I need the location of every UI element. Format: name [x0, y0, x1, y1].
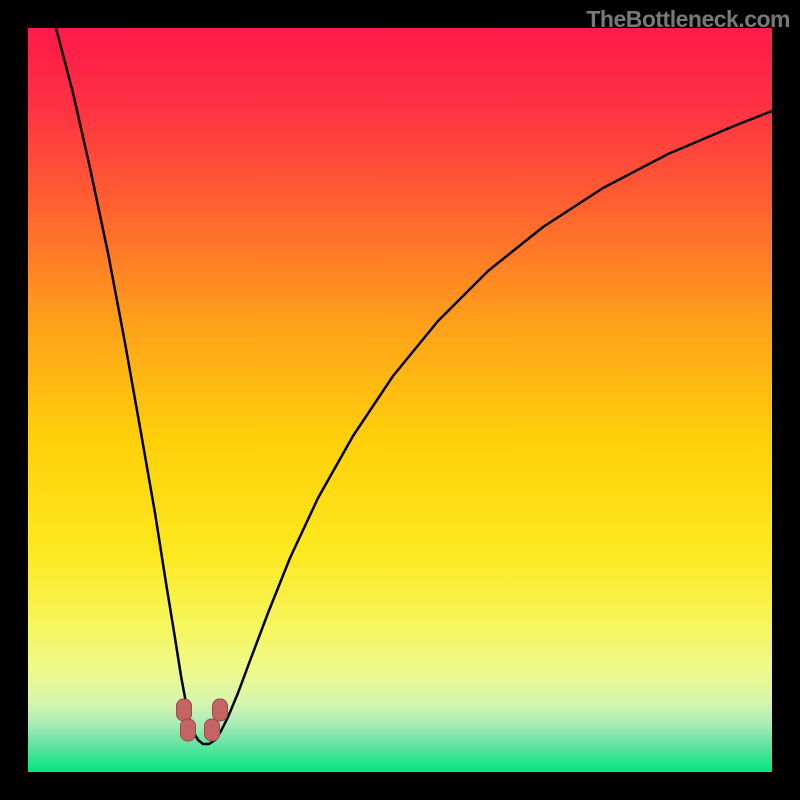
- marker-point: [213, 699, 228, 721]
- marker-point: [205, 719, 220, 741]
- frame-bottom: [0, 772, 800, 800]
- frame-right: [772, 0, 800, 800]
- marker-points: [28, 28, 772, 772]
- plot-area: [28, 28, 772, 772]
- marker-point: [181, 719, 196, 741]
- marker-point: [177, 699, 192, 721]
- frame-left: [0, 0, 28, 800]
- watermark-text: TheBottleneck.com: [586, 6, 790, 33]
